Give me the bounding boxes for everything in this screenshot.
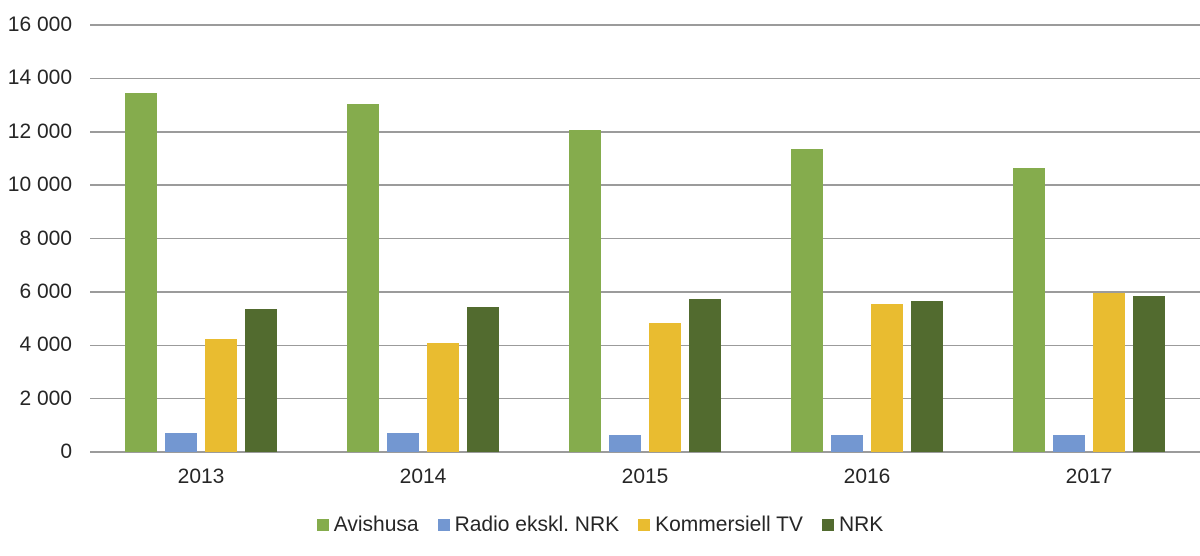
bar-nrk-2013 [245,309,277,452]
gridline [90,451,1200,453]
bar-nrk-2014 [467,306,499,452]
legend-item-radio-ekskl-nrk: Radio ekskl. NRK [437,513,620,537]
gridline [90,184,1200,186]
legend-swatch-kommersiell-tv [638,519,651,531]
bar-kommersiell-tv-2014 [427,342,459,452]
gridline [90,237,1200,240]
y-axis-tick-label: 6 000 [19,279,72,303]
x-axis-label-2017: 2017 [1065,465,1113,488]
bar-nrk-2017 [1133,295,1165,452]
bar-kommersiell-tv-2013 [205,338,237,452]
bar-avishusa-2014 [347,103,379,452]
x-axis-label-2013: 2013 [177,465,225,488]
legend-label: Kommersiell TV [655,513,803,536]
y-axis-tick-label: 2 000 [19,386,72,410]
legend-item-nrk: NRK [821,513,884,537]
legend-item-kommersiell-tv: Kommersiell TV [638,513,803,537]
gridline [90,24,1200,26]
gridline [90,131,1200,133]
legend-swatch-avishusa [316,519,329,531]
legend-label: NRK [838,513,884,536]
x-axis-label-2015: 2015 [621,465,669,488]
y-axis-tick-label: 0 [60,440,72,463]
legend-label: Radio ekskl. NRK [454,513,620,536]
bar-kommersiell-tv-2017 [1093,293,1125,452]
y-axis-tick-label: 12 000 [7,119,72,143]
legend-item-avishusa: Avishusa [316,513,419,537]
y-axis-tick-label: 16 000 [7,13,72,36]
bar-kommersiell-tv-2016 [871,303,903,452]
gridline [90,291,1200,293]
bar-avishusa-2013 [125,93,157,452]
bar-radio-ekskl-nrk-2013 [165,432,197,452]
y-axis-tick-label: 8 000 [19,226,72,250]
bar-avishusa-2015 [569,130,601,452]
bar-radio-ekskl-nrk-2017 [1053,434,1085,452]
bar-radio-ekskl-nrk-2014 [387,432,419,452]
x-axis-label-2014: 2014 [399,465,447,488]
legend: Avishusa Radio ekskl. NRK Kommersiell TV NR… [0,513,1200,537]
bar-radio-ekskl-nrk-2015 [609,434,641,452]
y-axis-tick-label: 14 000 [7,66,72,90]
legend-swatch-radio-ekskl-nrk [437,519,450,531]
gridline [90,344,1200,346]
legend-swatch-nrk [821,519,834,531]
x-axis-label-2016: 2016 [843,465,891,488]
bar-nrk-2015 [689,298,721,452]
bar-avishusa-2017 [1013,167,1045,452]
bar-radio-ekskl-nrk-2016 [831,434,863,452]
gridline [90,77,1200,80]
bar-avishusa-2016 [791,149,823,452]
gridline [90,397,1200,400]
legend-label: Avishusa [333,513,419,536]
y-axis-tick-label: 10 000 [7,173,72,197]
bar-kommersiell-tv-2015 [649,322,681,452]
y-axis-tick-label: 4 000 [19,333,72,357]
bar-nrk-2016 [911,301,943,452]
